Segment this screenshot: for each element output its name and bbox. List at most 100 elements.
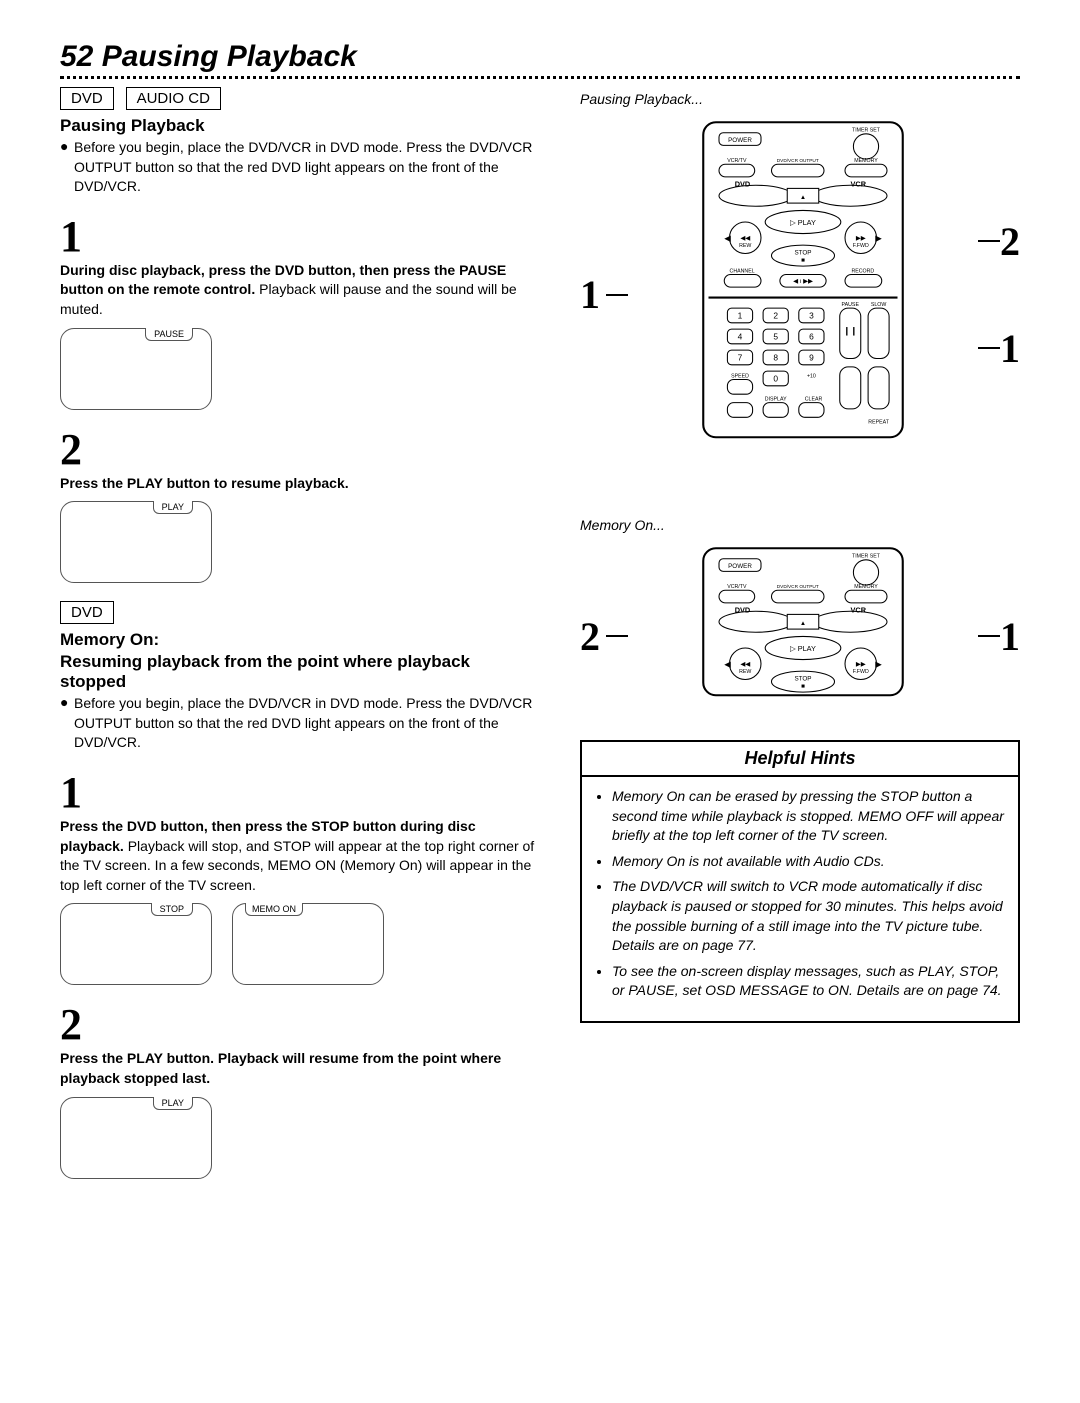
- callout-line-icon: [978, 347, 1000, 349]
- svg-text:1: 1: [738, 311, 743, 321]
- tv-box-play-2: PLAY: [60, 1097, 212, 1179]
- remote-icon-partial: POWER TIMER SET VCR/TV DVD/VCR OUTPUT ME…: [698, 543, 908, 701]
- svg-text:REPEAT: REPEAT: [868, 420, 889, 426]
- pausing-step2-bold: Press the PLAY button to resume playback…: [60, 475, 349, 491]
- pausing-step2-num: 2: [60, 428, 540, 472]
- helpful-hints-box: Helpful Hints Memory On can be erased by…: [580, 740, 1020, 1023]
- tv-box-stop: STOP: [60, 903, 212, 985]
- tv-box-memo-on: MEMO ON: [232, 903, 384, 985]
- memory-before-text: Before you begin, place the DVD/VCR in D…: [74, 694, 540, 753]
- svg-text:▲: ▲: [800, 619, 806, 626]
- page-number: 52: [60, 40, 93, 73]
- tv-box-play: PLAY: [60, 501, 212, 583]
- memory-step1-num: 1: [60, 771, 540, 815]
- svg-text:DVD/VCR OUTPUT: DVD/VCR OUTPUT: [777, 158, 819, 164]
- svg-text:PAUSE: PAUSE: [842, 302, 860, 308]
- remote-icon: POWER TIMER SET VCR/TV DVD/VCR OUTPUT ME…: [698, 117, 908, 443]
- svg-text:5: 5: [773, 332, 778, 342]
- svg-text:+10: +10: [807, 373, 816, 379]
- svg-text:◀: ◀: [724, 233, 731, 243]
- svg-text:◀: ◀: [724, 658, 731, 668]
- pausing-step1-num: 1: [60, 215, 540, 259]
- callout-line-icon: [978, 240, 1000, 242]
- svg-text:◀◀: ◀◀: [740, 235, 750, 242]
- tv-box-stop-tab: STOP: [151, 903, 193, 916]
- svg-text:2: 2: [773, 311, 778, 321]
- memory-heading-1: Memory On:: [60, 630, 540, 650]
- mem-callout-2: 1: [1000, 613, 1020, 660]
- hint-item: Memory On can be erased by pressing the …: [612, 787, 1004, 846]
- svg-text:STOP: STOP: [794, 675, 811, 682]
- svg-text:DISPLAY: DISPLAY: [765, 397, 787, 403]
- svg-text:DVD/VCR OUTPUT: DVD/VCR OUTPUT: [777, 584, 819, 590]
- svg-text:REW: REW: [739, 243, 751, 249]
- pausing-step2-text: Press the PLAY button to resume playback…: [60, 474, 540, 494]
- callout-3: 1: [1000, 325, 1020, 372]
- tv-box-pause: PAUSE: [60, 328, 212, 410]
- svg-text:7: 7: [738, 353, 743, 363]
- memory-caption: Memory On...: [580, 517, 1020, 533]
- svg-text:▶: ▶: [875, 233, 882, 243]
- svg-text:❙❙: ❙❙: [843, 325, 857, 335]
- memory-step2-num: 2: [60, 1003, 540, 1047]
- hints-body: Memory On can be erased by pressing the …: [582, 777, 1018, 1021]
- svg-text:MEMORY: MEMORY: [854, 158, 878, 164]
- page-title-text: Pausing Playback: [102, 40, 357, 73]
- memory-heading-2: Resuming playback from the point where p…: [60, 652, 540, 692]
- remote-diagram-1: 1 POWER TIMER SET VCR/TV DVD/VCR OUTPUT …: [580, 117, 1020, 473]
- memory-before: ● Before you begin, place the DVD/VCR in…: [60, 694, 540, 753]
- svg-text:STOP: STOP: [794, 250, 811, 257]
- mem-callout-1: 2: [580, 613, 600, 660]
- remote-diagram-2: 2 POWER TIMER SET VCR/TV DVD/VCR OUTPUT …: [580, 543, 1020, 731]
- svg-text:POWER: POWER: [728, 563, 752, 570]
- hint-item: The DVD/VCR will switch to VCR mode auto…: [612, 877, 1004, 955]
- tag-dvd: DVD: [60, 87, 114, 110]
- callout-1: 1: [580, 271, 600, 318]
- svg-text:▷ PLAY: ▷ PLAY: [790, 644, 816, 653]
- pausing-heading: Pausing Playback: [60, 116, 540, 136]
- pausing-caption: Pausing Playback...: [580, 91, 1020, 107]
- svg-text:MEMORY: MEMORY: [854, 584, 878, 590]
- svg-text:RECORD: RECORD: [851, 268, 874, 274]
- right-column: Pausing Playback... 1 POWER TIMER SET VC…: [580, 87, 1020, 1179]
- callout-line-icon: [978, 635, 1000, 637]
- callout-line-icon: [606, 635, 628, 637]
- svg-text:SLOW: SLOW: [871, 302, 887, 308]
- pausing-before-text: Before you begin, place the DVD/VCR in D…: [74, 138, 540, 197]
- svg-text:▶: ▶: [875, 658, 882, 668]
- memory-step2-text: Press the PLAY button. Playback will res…: [60, 1049, 540, 1088]
- svg-text:CLEAR: CLEAR: [805, 397, 823, 403]
- svg-text:VCR/TV: VCR/TV: [727, 584, 747, 590]
- tag-dvd-2: DVD: [60, 601, 114, 624]
- memory-step1-text: Press the DVD button, then press the STO…: [60, 817, 540, 895]
- hint-item: Memory On is not available with Audio CD…: [612, 852, 1004, 872]
- svg-text:8: 8: [773, 353, 778, 363]
- tag-audio-cd: AUDIO CD: [126, 87, 221, 110]
- svg-text:DVD: DVD: [735, 605, 750, 614]
- memory-step2-bold: Press the PLAY button. Playback will res…: [60, 1050, 501, 1086]
- svg-text:▷ PLAY: ▷ PLAY: [790, 218, 816, 227]
- svg-text:DVD: DVD: [735, 179, 750, 188]
- memory-step1-rest: Playback will stop, and STOP will appear…: [60, 838, 534, 893]
- svg-text:F.FWD: F.FWD: [853, 669, 869, 675]
- hints-title: Helpful Hints: [745, 748, 856, 768]
- format-tags: DVD AUDIO CD: [60, 87, 540, 110]
- svg-text:CHANNEL: CHANNEL: [730, 268, 755, 274]
- svg-text:POWER: POWER: [728, 137, 752, 144]
- svg-text:3: 3: [809, 311, 814, 321]
- svg-text:TIMER SET: TIMER SET: [852, 128, 881, 134]
- svg-text:VCR/TV: VCR/TV: [727, 158, 747, 164]
- tv-box-memo-tab: MEMO ON: [245, 903, 303, 916]
- svg-text:0: 0: [773, 374, 778, 384]
- svg-text:4: 4: [738, 332, 743, 342]
- svg-text:■: ■: [801, 257, 805, 264]
- svg-text:F.FWD: F.FWD: [853, 243, 869, 249]
- svg-text:SPEED: SPEED: [731, 373, 749, 379]
- pausing-step1-text: During disc playback, press the DVD butt…: [60, 261, 540, 320]
- svg-text:◀ ı ▶▶: ◀ ı ▶▶: [793, 278, 813, 285]
- tv-box-play2-tab: PLAY: [153, 1097, 193, 1110]
- svg-text:9: 9: [809, 353, 814, 363]
- tv-box-pause-tab: PAUSE: [145, 328, 193, 341]
- svg-text:▲: ▲: [800, 194, 806, 201]
- callout-line-icon: [606, 294, 628, 296]
